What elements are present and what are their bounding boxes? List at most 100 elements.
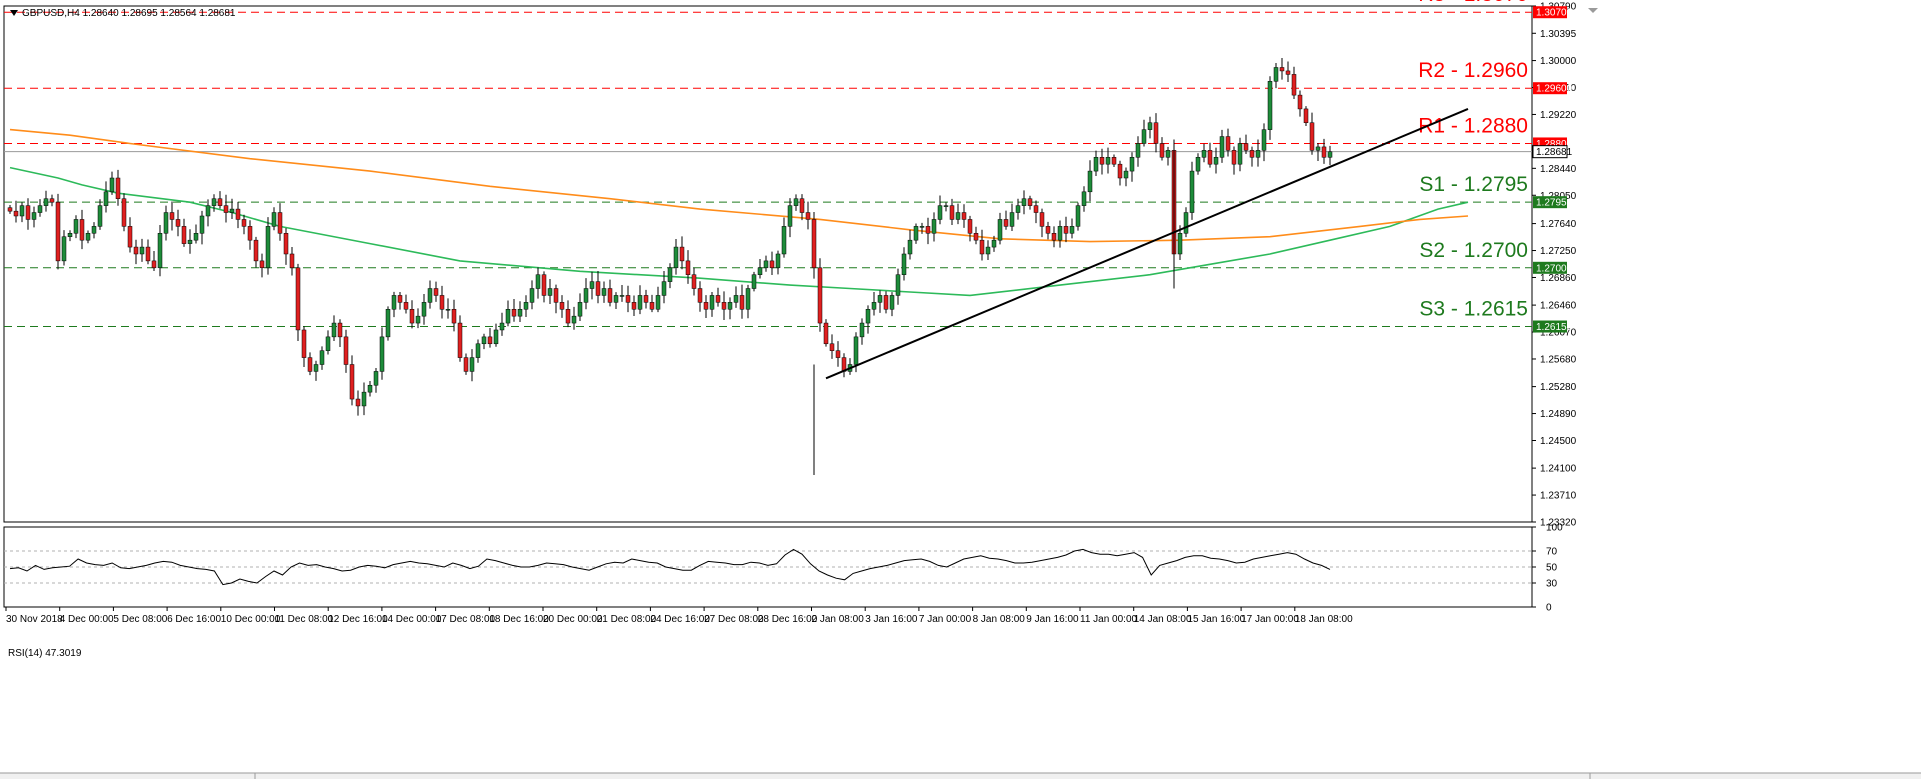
candle-body (793, 198, 799, 206)
candle-body (1201, 150, 1207, 158)
candle-body (1261, 129, 1267, 151)
y-tick-label: 1.25680 (1540, 354, 1577, 365)
chart-shift-marker-icon[interactable] (1588, 8, 1598, 13)
candle-body (679, 246, 685, 262)
candle-body (613, 295, 619, 303)
candle-body (1105, 157, 1111, 165)
candle-body (913, 226, 919, 241)
candle-body (1165, 150, 1171, 158)
candle-body (1225, 136, 1231, 151)
candle-body (955, 212, 961, 220)
candle-body (1231, 150, 1237, 165)
candle-body (1087, 170, 1093, 193)
candle-body (361, 391, 367, 407)
candle-body (241, 219, 247, 227)
candle-body (517, 308, 523, 317)
candle-body (973, 233, 979, 241)
candle-body (187, 239, 193, 244)
candle-body (607, 288, 613, 303)
candle-body (571, 315, 577, 324)
candle-body (151, 260, 157, 269)
candle-body (763, 260, 769, 269)
y-tick-label: 1.27250 (1540, 246, 1577, 257)
candle-body (865, 308, 871, 324)
candle-body (547, 288, 553, 296)
candle-body (121, 198, 127, 227)
candle-body (1183, 212, 1189, 234)
symbol-ohlc-text: GBPUSD,H4 1.28640 1.28695 1.28564 1.2868… (22, 8, 236, 19)
candle-body (727, 302, 733, 310)
candle-body (583, 288, 589, 303)
candle-body (895, 274, 901, 296)
candle-body (577, 302, 583, 317)
candle-body (1267, 81, 1273, 130)
candle-body (511, 308, 517, 317)
candle-body (373, 371, 379, 386)
candle-body (1273, 67, 1279, 82)
candle-body (1051, 233, 1057, 241)
current-price-tag (1532, 145, 1568, 159)
candle-body (1249, 150, 1255, 158)
candle-body (349, 364, 355, 400)
current-price-tag-text: 1.28681 (1536, 147, 1573, 158)
candle-body (175, 219, 181, 227)
candle-body (925, 226, 931, 234)
candle-body (415, 315, 421, 324)
tab-strip (0, 773, 1921, 779)
candle-body (991, 239, 997, 248)
candle-body (391, 295, 397, 310)
candle-body (703, 302, 709, 310)
x-tick-label: 21 Dec 08:00 (597, 614, 657, 625)
candle-body (1129, 157, 1135, 172)
candle-body (259, 260, 265, 269)
candle-body (343, 336, 349, 365)
candle-body (1117, 163, 1123, 179)
candle-body (61, 236, 67, 262)
candle-body (631, 302, 637, 310)
level-price-tag (1533, 196, 1567, 209)
candle-body (1081, 191, 1087, 206)
candle-body (595, 281, 601, 296)
candle-body (127, 226, 133, 248)
rsi-y-tick-label: 30 (1546, 579, 1558, 590)
candle-body (109, 177, 115, 193)
candle-body (739, 295, 745, 310)
candle-body (271, 212, 277, 227)
y-tick-label: 1.26460 (1540, 301, 1577, 312)
candle-body (169, 212, 175, 220)
level-label-resistance: R3 - 1.3070 (1418, 0, 1528, 6)
candle-body (493, 329, 499, 345)
x-tick-label: 12 Dec 16:00 (328, 614, 388, 625)
candle-body (469, 357, 475, 372)
candle-body (1177, 233, 1183, 255)
candle-body (289, 253, 295, 269)
level-price-tag (1533, 320, 1567, 333)
candle-body (85, 233, 91, 241)
candle-body (1153, 122, 1159, 144)
candle-body (445, 308, 451, 311)
dropdown-triangle-icon[interactable] (10, 10, 18, 17)
candle-body (775, 253, 781, 269)
moving-average-line (9, 128, 1469, 243)
x-tick-label: 17 Dec 08:00 (436, 614, 496, 625)
symbol-header: GBPUSD,H4 1.28640 1.28695 1.28564 1.2868… (10, 8, 236, 19)
trendline (825, 108, 1469, 380)
candle-body (295, 267, 301, 331)
candle-body (439, 295, 445, 310)
candle-body (313, 364, 319, 372)
level-price-tag-text: 1.30700 (1536, 8, 1573, 19)
candle-body (19, 205, 25, 217)
rsi-y-tick-label: 100 (1546, 523, 1563, 534)
candle-body (901, 253, 907, 275)
candle-body (691, 274, 697, 289)
candle-body (649, 302, 655, 310)
x-tick-label: 4 Dec 00:00 (60, 614, 114, 625)
candle-body (907, 239, 913, 255)
candle-body (325, 336, 331, 351)
candle-body (13, 210, 19, 217)
candle-body (943, 205, 949, 207)
x-tick-label: 20 Dec 00:00 (543, 614, 603, 625)
candle-body (817, 267, 823, 324)
candle-body (247, 226, 253, 241)
candle-body (31, 212, 37, 220)
